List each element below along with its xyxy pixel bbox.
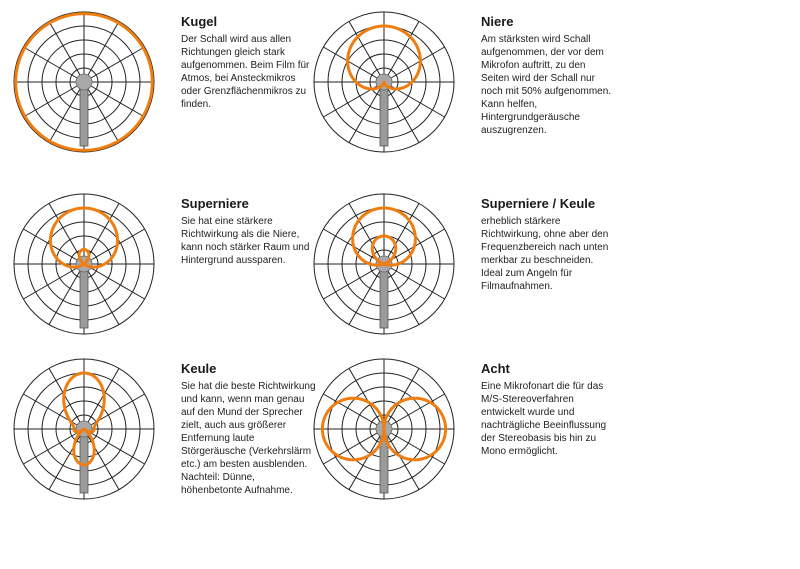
polar-diagram-niere bbox=[313, 11, 455, 153]
pattern-title: Superniere / Keule bbox=[481, 196, 596, 211]
grid-spoke bbox=[48, 368, 85, 430]
pattern-title: Keule bbox=[181, 361, 217, 376]
grid-spoke bbox=[383, 428, 420, 490]
pattern-description: Am stärksten wird Schall aufgenommen, de… bbox=[481, 34, 612, 136]
polar-pattern-curve bbox=[62, 371, 106, 467]
grid-spoke bbox=[23, 228, 85, 265]
grid-spoke bbox=[83, 428, 120, 490]
grid-spoke bbox=[383, 393, 445, 430]
pattern-description: Sie hat die beste Richtwirkung und kann,… bbox=[181, 381, 316, 496]
grid-spoke bbox=[383, 203, 420, 265]
grid-spoke bbox=[383, 368, 420, 430]
grid-spoke bbox=[83, 393, 145, 430]
grid-spoke bbox=[83, 263, 120, 325]
grid-spoke bbox=[323, 263, 385, 300]
microphone-head bbox=[75, 73, 93, 91]
grid-spoke bbox=[48, 21, 85, 83]
grid-spoke bbox=[23, 263, 85, 300]
pattern-niere: Niere Am stärksten wird Schall aufgenomm… bbox=[313, 10, 614, 190]
grid-spoke bbox=[383, 81, 420, 143]
grid-spoke bbox=[83, 368, 120, 430]
grid-spoke bbox=[348, 263, 385, 325]
grid-spoke bbox=[348, 21, 385, 83]
grid-spoke bbox=[383, 21, 420, 83]
grid-spoke bbox=[83, 263, 145, 300]
polar-diagram-kugel bbox=[13, 11, 155, 153]
grid-spoke bbox=[48, 81, 85, 143]
microphone-body bbox=[379, 267, 389, 329]
microphone-body bbox=[79, 267, 89, 329]
grid-spoke bbox=[383, 263, 445, 300]
pattern-superniere: Superniere Sie hat eine stärkere Richtwi… bbox=[13, 192, 314, 372]
grid-spoke bbox=[23, 393, 85, 430]
grid-spoke bbox=[83, 81, 145, 118]
grid-spoke bbox=[83, 46, 145, 83]
grid-spoke bbox=[83, 81, 120, 143]
pattern-title: Acht bbox=[481, 361, 510, 376]
polar-diagram-superniere bbox=[13, 193, 155, 335]
pattern-keule: Keule Sie hat die beste Richtwirkung und… bbox=[13, 357, 316, 537]
grid-spoke bbox=[383, 263, 420, 325]
polar-diagram-acht bbox=[313, 358, 455, 500]
grid-spoke bbox=[23, 81, 85, 118]
pattern-title: Superniere bbox=[181, 196, 249, 211]
pattern-description: Der Schall wird aus allen Richtungen gle… bbox=[181, 34, 310, 110]
grid-spoke bbox=[83, 428, 145, 465]
pattern-superniere-keule: Superniere / Keule erheblich stärkere Ri… bbox=[313, 192, 614, 372]
grid-spoke bbox=[383, 428, 445, 465]
grid-spoke bbox=[83, 21, 120, 83]
grid-spoke bbox=[48, 263, 85, 325]
grid-spoke bbox=[323, 428, 385, 465]
microphone-body bbox=[379, 85, 389, 147]
polar-pattern-curve bbox=[14, 12, 154, 152]
pattern-description: erheblich stärkere Richtwirkung, ohne ab… bbox=[481, 216, 609, 292]
grid-spoke bbox=[348, 203, 385, 265]
pattern-acht: Acht Eine Mikrofonart die für das M/S-St… bbox=[313, 357, 614, 537]
pattern-kugel: Kugel Der Schall wird aus allen Richtung… bbox=[13, 10, 314, 190]
grid-spoke bbox=[48, 428, 85, 490]
grid-spoke bbox=[323, 393, 385, 430]
grid-spoke bbox=[323, 46, 385, 83]
pattern-description: Eine Mikrofonart die für das M/S-Stereov… bbox=[481, 381, 607, 457]
polar-diagram-keule bbox=[13, 358, 155, 500]
microphone-body bbox=[79, 85, 89, 147]
grid-spoke bbox=[83, 228, 145, 265]
grid-spoke bbox=[348, 81, 385, 143]
pattern-title: Kugel bbox=[181, 14, 218, 29]
polar-pattern-curve bbox=[320, 396, 448, 462]
grid-spoke bbox=[23, 428, 85, 465]
grid-spoke bbox=[348, 428, 385, 490]
grid-spoke bbox=[348, 368, 385, 430]
polar-pattern-curve bbox=[48, 206, 120, 269]
polar-pattern-curve bbox=[351, 206, 417, 267]
grid-spoke bbox=[383, 46, 445, 83]
pattern-description: Sie hat eine stärkere Richtwirkung als d… bbox=[181, 216, 310, 266]
polar-pattern-curve bbox=[346, 24, 422, 91]
polar-diagram-superniere-keule bbox=[313, 193, 455, 335]
grid-spoke bbox=[23, 46, 85, 83]
pattern-title: Niere bbox=[481, 14, 514, 29]
